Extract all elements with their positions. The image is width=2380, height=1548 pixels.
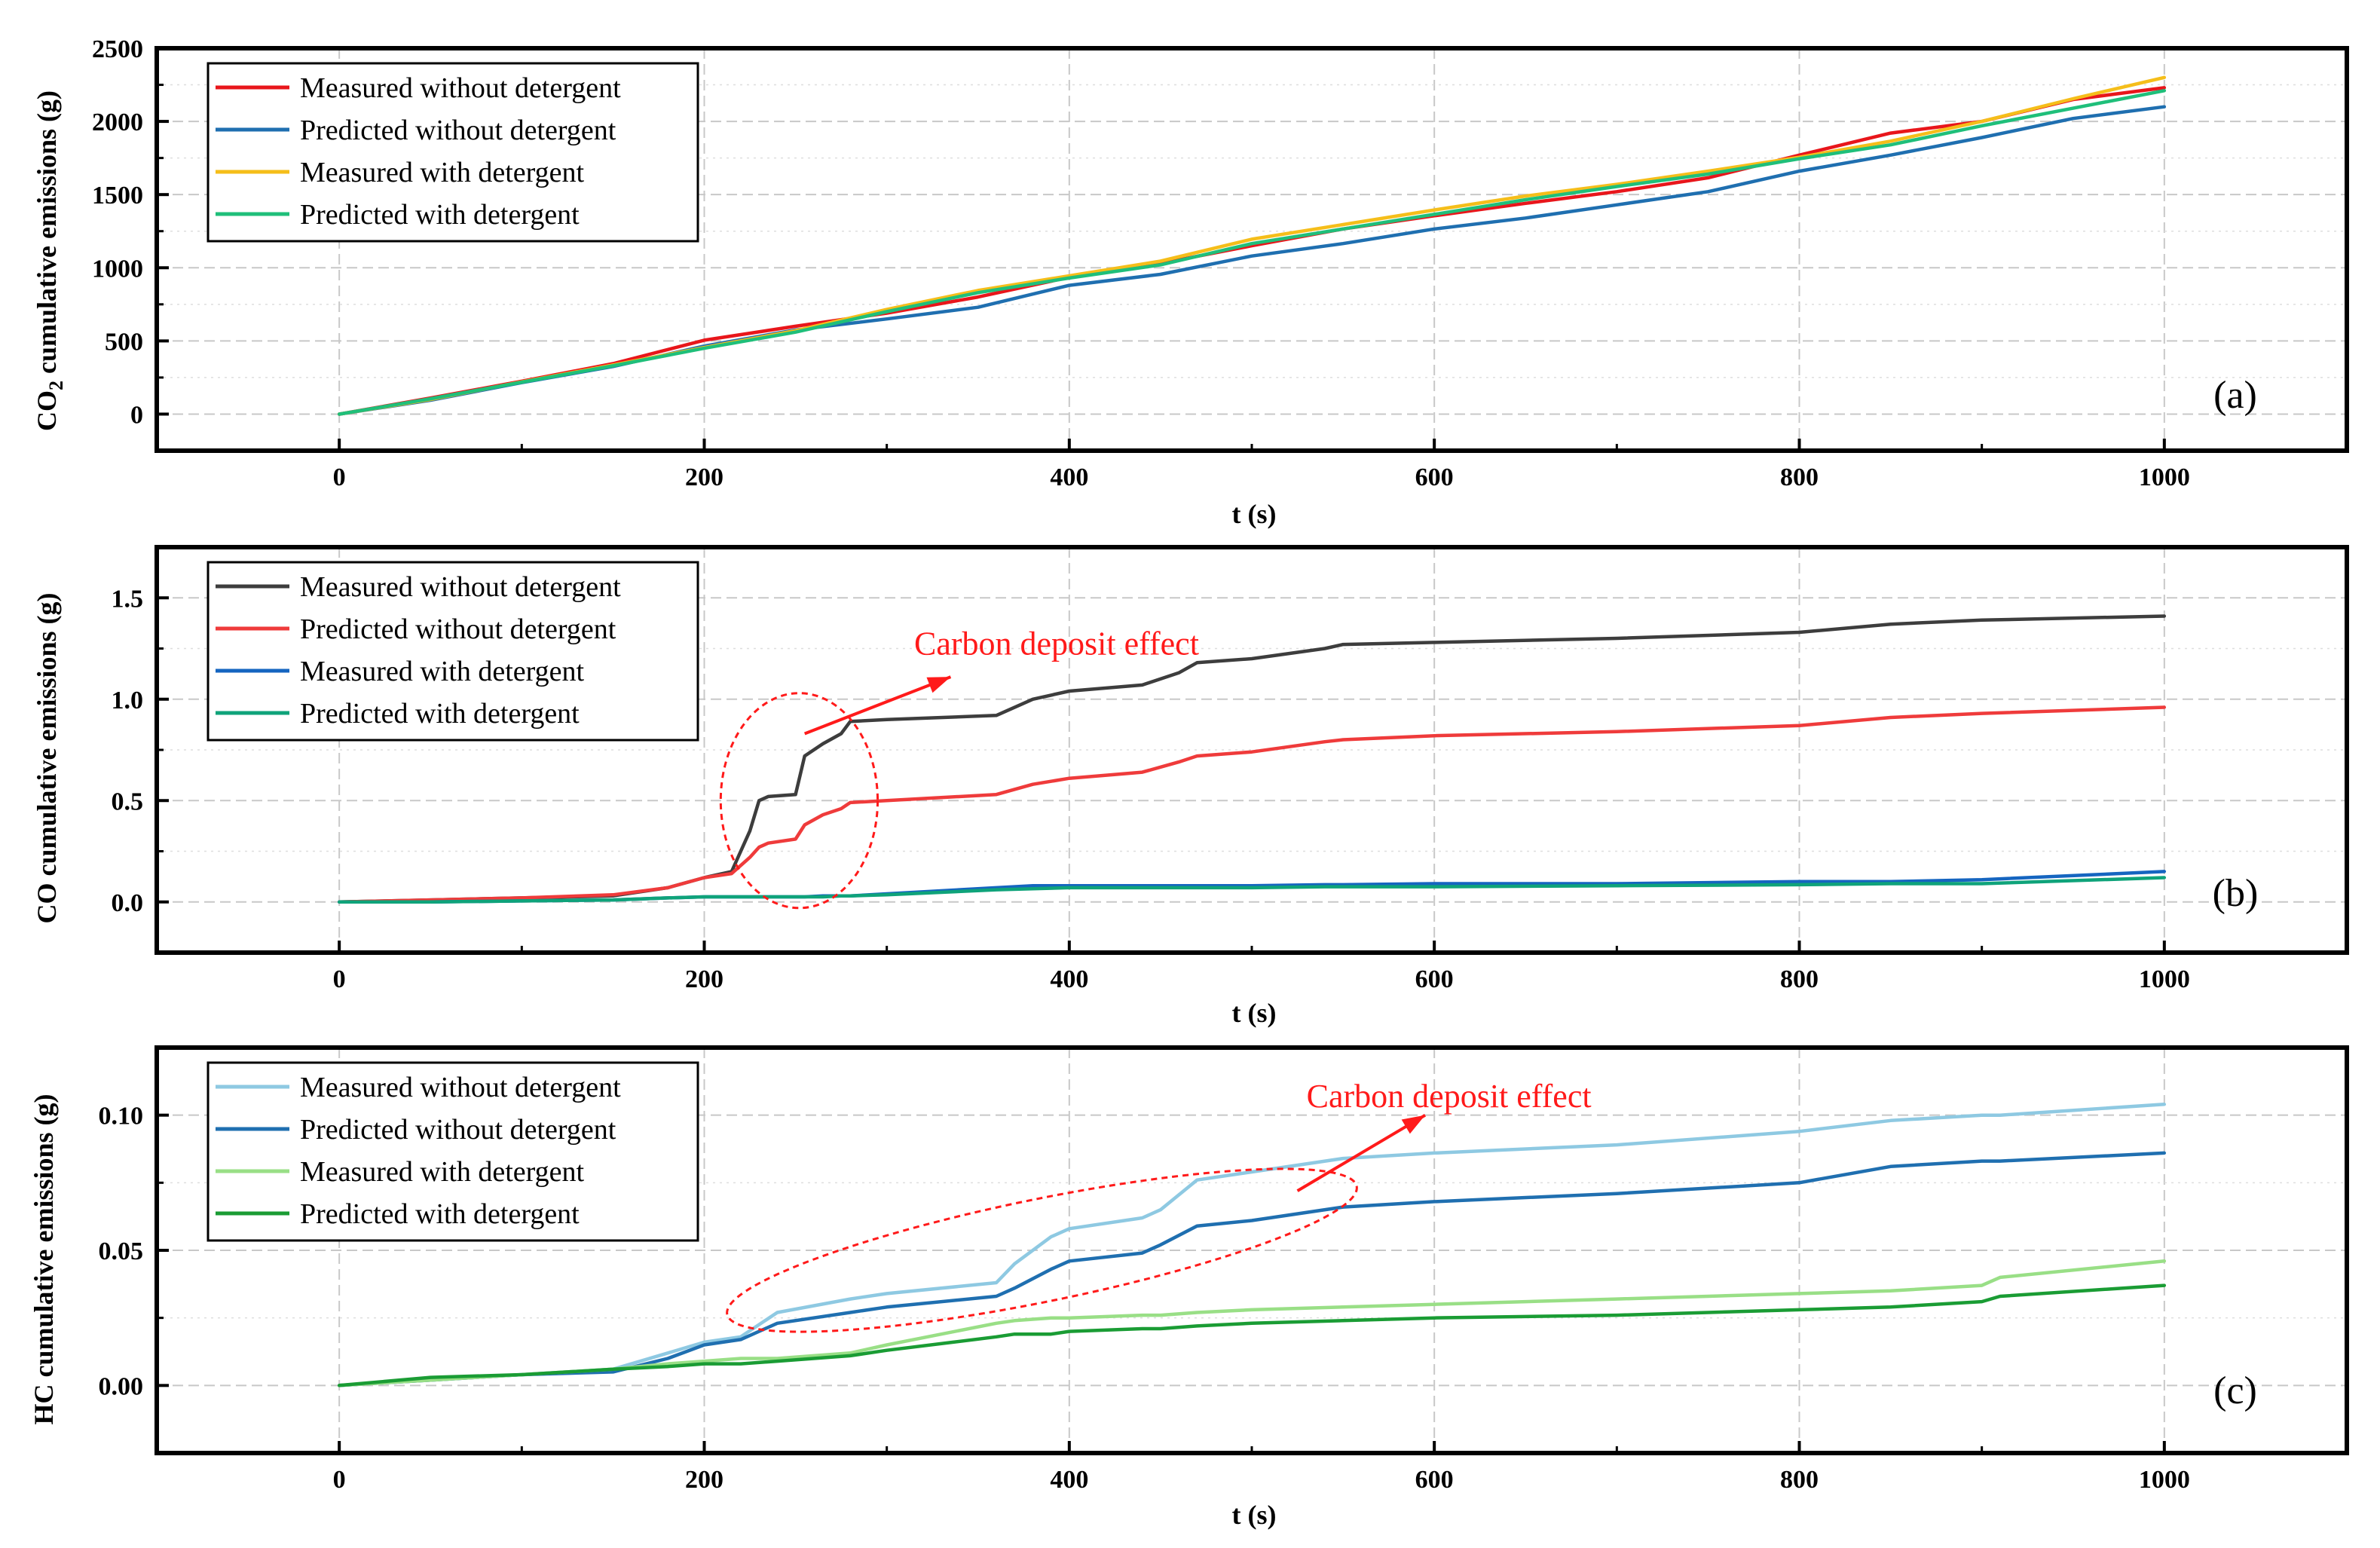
y-axis-label-c: HC cumulative emissions (g) xyxy=(29,1094,59,1425)
x-tick-label: 400 xyxy=(1050,965,1088,993)
annotation-arrow-head xyxy=(1401,1115,1426,1134)
legend-entry-label: Measured without detergent xyxy=(300,571,621,603)
y-axis-label-a-part2: cumulative emissions (g) xyxy=(32,90,62,381)
annotation-arrow-shaft xyxy=(803,675,952,736)
annotation-carbon-deposit-b: Carbon deposit effect xyxy=(719,626,1199,910)
y-tick-label: 1.0 xyxy=(112,687,144,714)
y-tick-label: 0.10 xyxy=(99,1103,144,1130)
x-axis-label-a: t (s) xyxy=(1232,499,1277,529)
y-tick-label: 0.5 xyxy=(112,788,144,815)
x-tick-label: 200 xyxy=(685,1466,723,1494)
x-tick-label: 800 xyxy=(1780,1466,1819,1494)
y-axis-label-b: CO cumulative emissions (g) xyxy=(32,593,62,924)
legend-entry-label: Predicted with detergent xyxy=(300,199,580,231)
legend-entry-label: Measured with detergent xyxy=(300,656,585,687)
x-tick-label: 400 xyxy=(1050,463,1088,491)
x-tick-label: 1000 xyxy=(2139,1466,2190,1494)
series-lines-a xyxy=(337,75,2167,416)
annotation-text: Carbon deposit effect xyxy=(1307,1078,1592,1115)
legend-entry-label: Measured without detergent xyxy=(300,1072,621,1103)
legend-entry-label: Predicted with detergent xyxy=(300,698,580,730)
annotation-carbon-deposit-c: Carbon deposit effect xyxy=(726,1078,1592,1333)
y-axis-label-a-part1: CO xyxy=(32,390,62,431)
x-tick-label: 200 xyxy=(685,965,723,993)
x-tick-label: 1000 xyxy=(2139,463,2190,491)
panel-label-c: (c) xyxy=(2213,1369,2257,1412)
y-tick-label: 2000 xyxy=(92,109,143,136)
series-lines-c xyxy=(337,1103,2167,1387)
panel-b-co-chart: (b) t (s) CO cumulative emissions (g) Ca… xyxy=(32,545,2349,1028)
panel-a-co2-chart: (a) t (s) CO2 cumulative emissions (g) 0… xyxy=(32,35,2349,529)
annotation-arrow-head xyxy=(926,677,951,693)
y-tick-label: 0 xyxy=(130,401,143,429)
legend-entry-label: Measured without detergent xyxy=(300,72,621,104)
x-axis-label-c: t (s) xyxy=(1232,1500,1277,1530)
x-tick-label: 600 xyxy=(1415,965,1454,993)
x-tick-label: 0 xyxy=(333,463,346,491)
x-tick-label: 200 xyxy=(685,463,723,491)
y-tick-label: 0.0 xyxy=(112,889,144,917)
legend-entry-label: Measured with detergent xyxy=(300,157,585,188)
y-tick-label: 1500 xyxy=(92,182,143,210)
x-tick-label: 0 xyxy=(333,965,346,993)
legend-entry-label: Predicted without detergent xyxy=(300,613,616,645)
panel-label-b: (b) xyxy=(2213,872,2259,915)
y-tick-label: 1000 xyxy=(92,255,143,283)
x-axis-label-b: t (s) xyxy=(1232,998,1277,1028)
x-tick-label: 800 xyxy=(1780,463,1819,491)
series-lines-b xyxy=(337,614,2167,904)
legend-box xyxy=(206,1061,699,1242)
x-tick-label: 1000 xyxy=(2139,965,2190,993)
panel-c-hc-chart: (c) t (s) HC cumulative emissions (g) Ca… xyxy=(29,1045,2349,1530)
legend-a: Measured without detergent Predicted with… xyxy=(206,62,699,243)
legend-c: Measured without detergent Predicted with… xyxy=(206,1061,699,1242)
series-line-predicted-without-detergent xyxy=(337,705,2167,904)
annotation-ellipse xyxy=(719,692,879,910)
y-axis-label-a: CO2 cumulative emissions (g) xyxy=(32,90,67,431)
annotation-text: Carbon deposit effect xyxy=(914,626,1199,662)
legend-entry-label: Predicted without detergent xyxy=(300,1114,616,1146)
series-line-predicted-with-detergent xyxy=(337,1283,2167,1387)
legend-box xyxy=(206,561,699,742)
y-tick-label: 0.05 xyxy=(99,1237,144,1265)
x-tick-label: 0 xyxy=(333,1466,346,1494)
panel-label-a: (a) xyxy=(2213,374,2257,417)
legend-entry-label: Measured with detergent xyxy=(300,1156,585,1188)
y-tick-label: 500 xyxy=(105,328,143,356)
y-tick-label: 1.5 xyxy=(112,585,144,613)
x-tick-label: 400 xyxy=(1050,1466,1088,1494)
series-line-measured-without-detergent xyxy=(337,1103,2167,1387)
y-tick-label: 0.00 xyxy=(99,1372,144,1400)
x-tick-label: 800 xyxy=(1780,965,1819,993)
series-line-measured-without-detergent xyxy=(337,86,2167,416)
legend-b: Measured without detergent Predicted with… xyxy=(206,561,699,742)
series-line-measured-with-detergent xyxy=(337,1259,2167,1387)
x-tick-label: 600 xyxy=(1415,1466,1454,1494)
y-tick-label: 2500 xyxy=(92,35,143,63)
annotation-arrow-shaft xyxy=(1296,1113,1427,1192)
annotation-ellipse xyxy=(726,1167,1358,1333)
series-line-predicted-with-detergent xyxy=(337,89,2167,416)
series-line-predicted-without-detergent xyxy=(337,1151,2167,1387)
legend-box xyxy=(206,62,699,243)
legend-entry-label: Predicted without detergent xyxy=(300,115,616,146)
legend-entry-label: Predicted with detergent xyxy=(300,1198,580,1230)
x-tick-label: 600 xyxy=(1415,463,1454,491)
series-line-predicted-with-detergent xyxy=(337,876,2167,904)
y-axis-label-a-subscript: 2 xyxy=(45,381,67,390)
